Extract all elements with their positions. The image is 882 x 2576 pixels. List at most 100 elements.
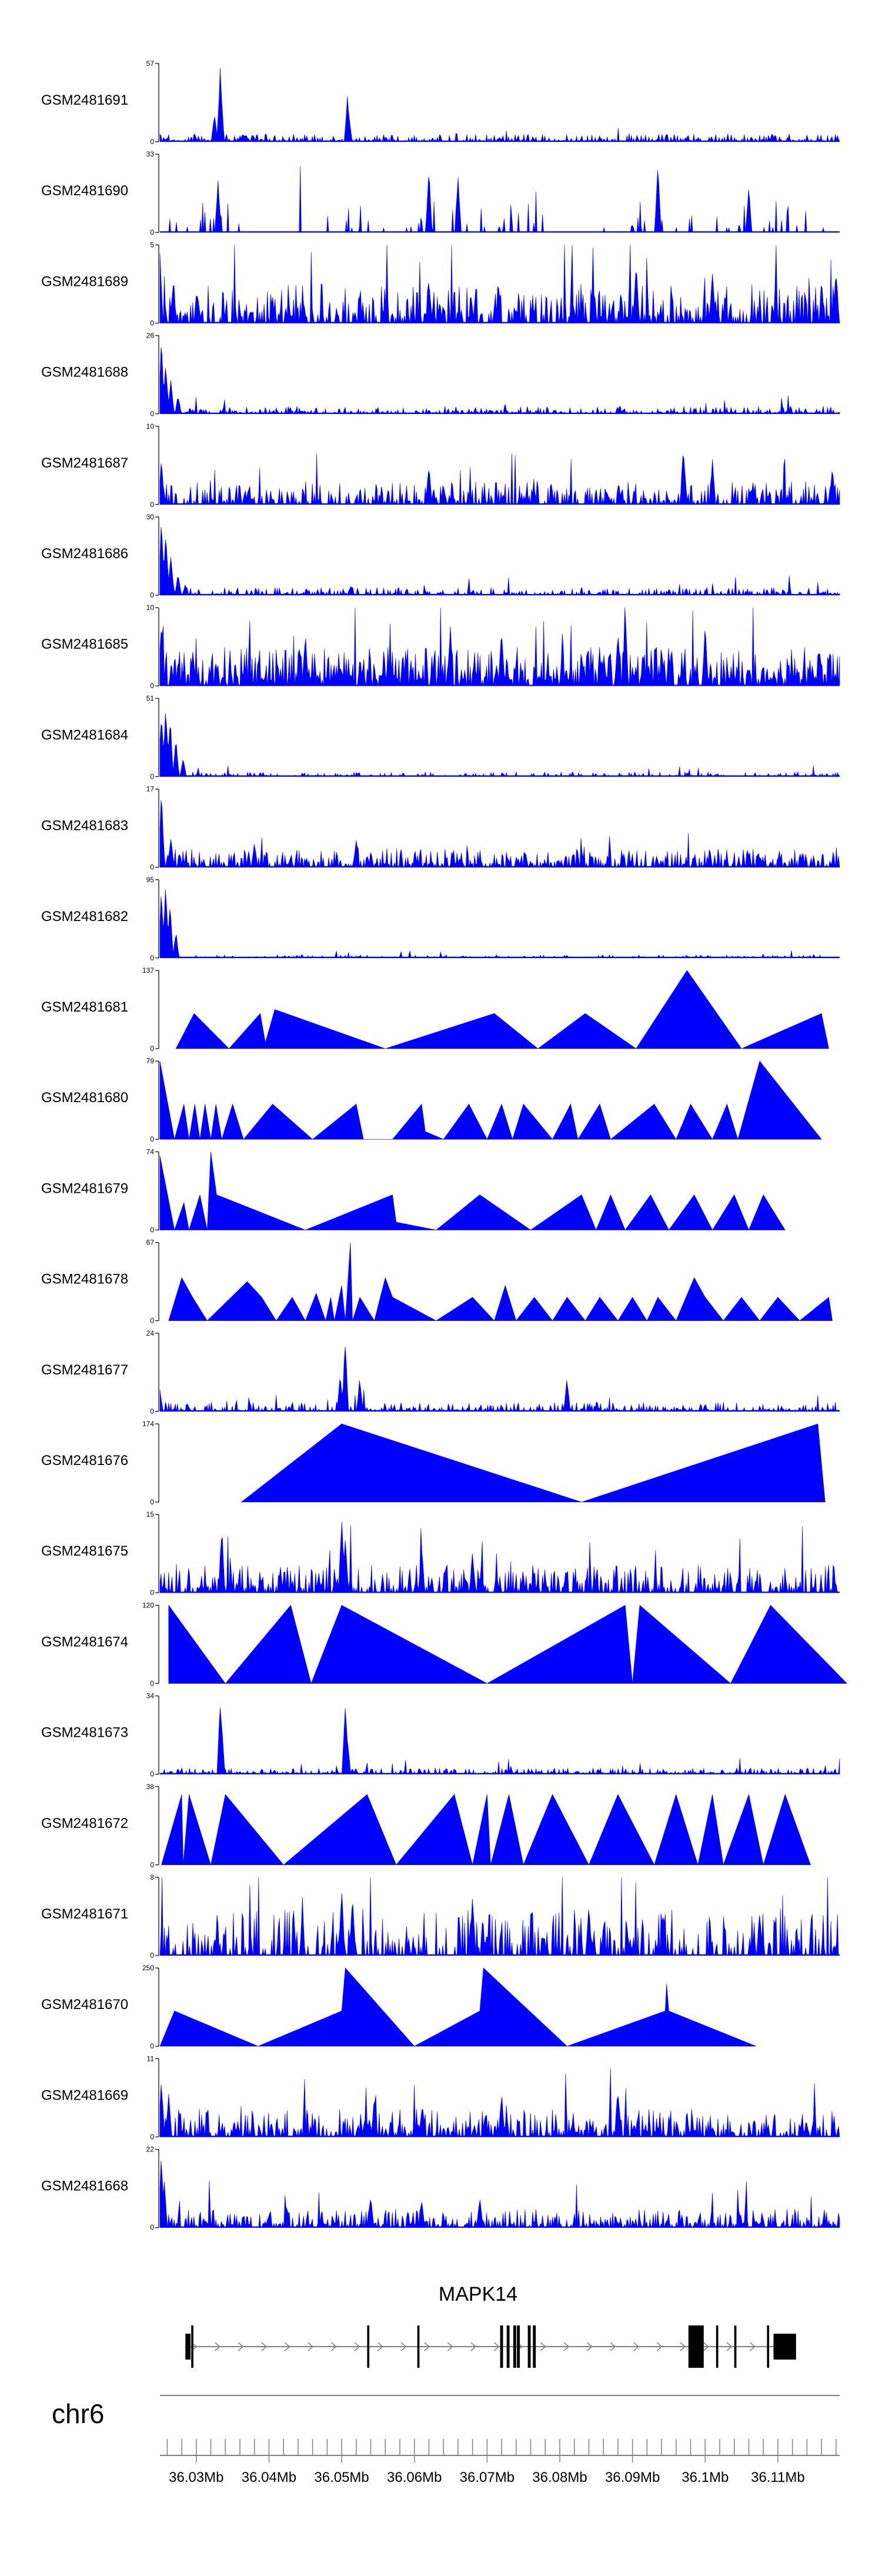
track-label: GSM2481671 (41, 1906, 128, 1922)
y-axis-max-label: 137 (142, 966, 154, 975)
y-axis-zero-label: 0 (150, 319, 154, 327)
gene-exon (367, 2325, 370, 2368)
gene-exon (734, 2325, 737, 2368)
y-axis-zero-label: 0 (150, 1407, 154, 1416)
track-label: GSM2481682 (41, 909, 128, 925)
track-label: GSM2481668 (41, 2178, 128, 2194)
y-axis-max-label: 74 (146, 1147, 155, 1156)
track-GSM2481691: GSM2481691 57 0 (41, 59, 840, 146)
strand-arrow (540, 2342, 546, 2351)
y-axis-zero-label: 0 (150, 410, 154, 418)
track-GSM2481680: GSM2481680 79 0 (41, 1057, 822, 1143)
genome-axis-tick-label: 36.08Mb (532, 2470, 587, 2485)
strand-arrow (354, 2342, 360, 2351)
y-axis-max-label: 10 (146, 422, 155, 431)
y-axis-max-label: 250 (142, 1964, 154, 1972)
y-axis-zero-label: 0 (150, 1317, 154, 1325)
track-label: GSM2481669 (41, 2087, 128, 2103)
strand-arrow (377, 2342, 383, 2351)
track-label: GSM2481676 (41, 1453, 128, 1469)
y-axis-zero-label: 0 (150, 2042, 154, 2050)
signal-area (159, 68, 840, 143)
y-axis-zero-label: 0 (150, 2224, 154, 2232)
gene-exon (533, 2325, 536, 2368)
y-axis-zero-label: 0 (150, 1861, 154, 1869)
strand-arrow (656, 2342, 663, 2351)
track-GSM2481672: GSM2481672 38 0 (41, 1783, 811, 1869)
y-axis-max-label: 33 (146, 150, 155, 158)
y-axis-max-label: 10 (146, 603, 155, 612)
track-label: GSM2481679 (41, 1180, 128, 1196)
genome-axis-tick-label: 36.05Mb (314, 2470, 369, 2485)
genome-axis-tick-label: 36.04Mb (242, 2470, 296, 2485)
y-axis-zero-label: 0 (150, 863, 154, 872)
track-label: GSM2481672 (41, 1816, 128, 1831)
track-label: GSM2481670 (41, 1997, 128, 2013)
gene-exon (527, 2325, 531, 2368)
genome-axis-tick-label: 36.03Mb (169, 2470, 223, 2485)
y-axis-zero-label: 0 (150, 682, 154, 690)
y-axis-max-label: 24 (146, 1329, 155, 1337)
track-GSM2481679: GSM2481679 74 0 (41, 1147, 786, 1234)
signal-area (161, 1793, 811, 1866)
signal-area (168, 1242, 833, 1322)
y-axis-max-label: 5 (150, 241, 154, 249)
strand-arrow (703, 2342, 709, 2351)
y-axis-zero-label: 0 (150, 228, 154, 236)
y-axis-max-label: 51 (146, 694, 155, 702)
y-axis-max-label: 15 (146, 1510, 155, 1519)
signal-area (159, 1967, 756, 2047)
genome-axis-tick-label: 36.06Mb (387, 2470, 442, 2485)
gene-exon (500, 2325, 503, 2368)
y-axis-max-label: 17 (146, 785, 155, 793)
gene-exon (767, 2325, 770, 2368)
track-label: GSM2481675 (41, 1543, 128, 1559)
track-label: GSM2481690 (41, 183, 128, 199)
track-label: GSM2481673 (41, 1725, 128, 1741)
strand-arrow (215, 2342, 220, 2351)
track-label: GSM2481686 (41, 546, 128, 562)
signal-area (159, 1060, 822, 1140)
track-GSM2481675: GSM2481675 15 0 (41, 1510, 840, 1597)
y-axis-max-label: 26 (146, 332, 155, 340)
y-axis-zero-label: 0 (150, 1045, 154, 1053)
gene-exon (513, 2325, 516, 2368)
track-GSM2481689: GSM2481689 5 0 (41, 241, 840, 327)
track-GSM2481687: GSM2481687 10 0 (41, 422, 840, 509)
y-axis-max-label: 79 (146, 1057, 155, 1065)
signal-area (159, 2068, 840, 2137)
y-axis-max-label: 34 (146, 1692, 155, 1700)
signal-area (168, 1604, 848, 1684)
signal-area (159, 526, 840, 596)
y-axis-max-label: 30 (146, 513, 155, 521)
y-axis-max-label: 174 (142, 1420, 154, 1428)
gene-exon (417, 2325, 420, 2368)
chromosome-label: chr6 (52, 2398, 104, 2429)
track-label: GSM2481687 (41, 455, 128, 471)
track-label: GSM2481685 (41, 636, 128, 652)
signal-area (159, 713, 840, 778)
strand-arrow (447, 2342, 453, 2351)
y-axis-zero-label: 0 (150, 138, 154, 146)
track-GSM2481688: GSM2481688 26 0 (41, 332, 840, 418)
track-label: GSM2481683 (41, 818, 128, 834)
strand-arrow (680, 2342, 686, 2351)
strand-arrow (308, 2342, 314, 2351)
gene-exon (506, 2325, 510, 2368)
strand-arrow (470, 2342, 477, 2351)
gene-exon (517, 2325, 520, 2368)
signal-area (175, 970, 829, 1049)
track-label: GSM2481680 (41, 1090, 128, 1106)
track-GSM2481690: GSM2481690 33 0 (41, 150, 840, 236)
strand-arrow (424, 2342, 430, 2351)
track-GSM2481683: GSM2481683 17 0 (41, 785, 840, 872)
y-axis-zero-label: 0 (150, 1498, 154, 1506)
signal-area (159, 2160, 840, 2228)
track-GSM2481681: GSM2481681 137 0 (41, 966, 829, 1053)
track-GSM2481674: GSM2481674 120 0 (41, 1601, 848, 1687)
signal-area (159, 347, 840, 415)
y-axis-max-label: 22 (146, 2145, 155, 2154)
track-GSM2481678: GSM2481678 67 0 (41, 1239, 833, 1325)
track-GSM2481677: GSM2481677 24 0 (41, 1329, 840, 1416)
